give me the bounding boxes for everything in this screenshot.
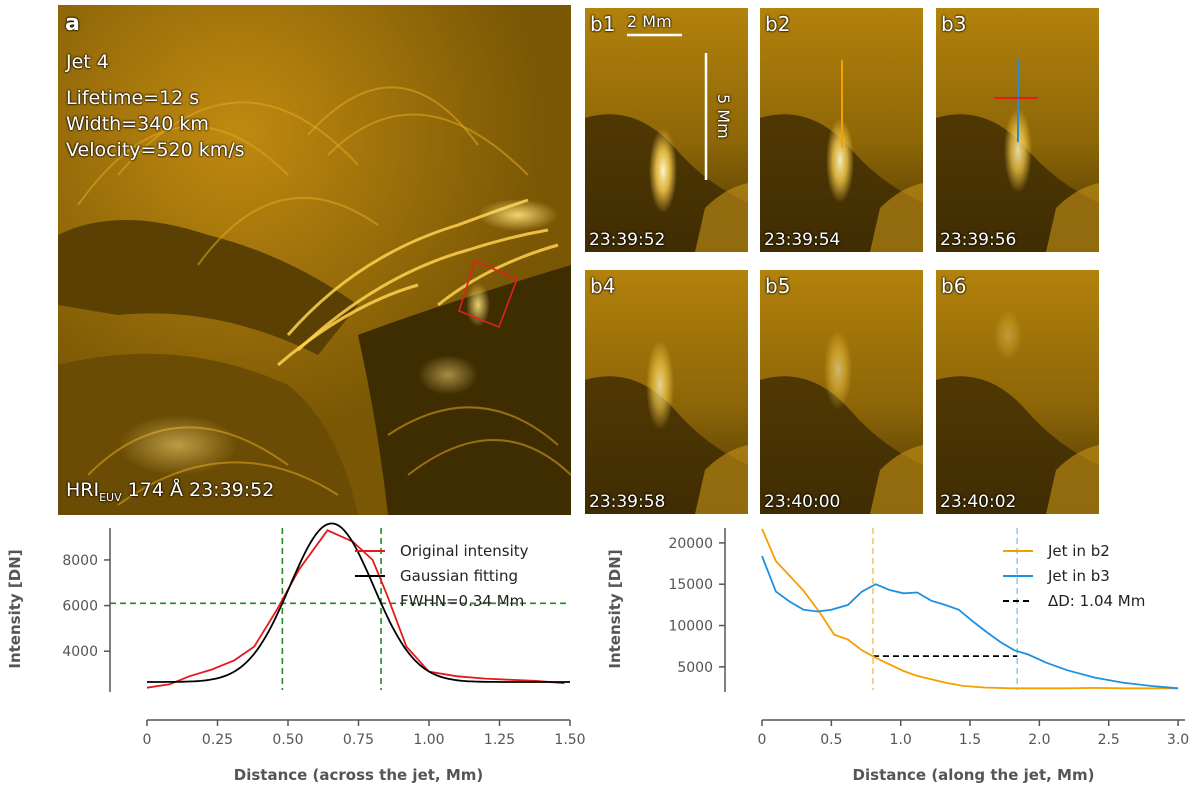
jet-name: Jet 4 [66, 51, 109, 73]
scale-label-vertical: 5 Mm [714, 94, 733, 139]
panel-label-b5: b5 [765, 274, 791, 298]
y-tick-label: 8000 [62, 553, 98, 569]
instrument-label: HRIEUV 174 Å 23:39:52 [66, 479, 274, 504]
y-axis-label: Intensity [DN] [606, 549, 624, 668]
panel-b1: b1 23:39:52 2 Mm 5 Mm [585, 8, 748, 252]
panel-b3: b3 23:39:56 [936, 8, 1099, 252]
x-tick-label: 0.25 [202, 732, 233, 748]
x-tick-label: 1.50 [554, 732, 585, 748]
panel-time-b1: 23:39:52 [589, 230, 666, 250]
y-tick-label: 15000 [668, 577, 713, 593]
y-tick-label: 10000 [668, 619, 713, 635]
y-tick-label: 5000 [677, 660, 713, 676]
panel-a-image: a Jet 4 Lifetime=12 s Width=340 km Veloc… [58, 5, 571, 515]
jet-image-b4 [585, 270, 748, 514]
x-tick-label: 1.00 [413, 732, 444, 748]
jet-lifetime: Lifetime=12 s [66, 87, 200, 109]
x-axis-label: Distance (along the jet, Mm) [853, 766, 1095, 784]
panel-time-b2: 23:39:54 [764, 230, 841, 250]
jet-image-b3 [936, 8, 1099, 252]
jet-image-b5 [760, 270, 923, 514]
panel-label-b6: b6 [941, 274, 967, 298]
series-line-0 [761, 528, 1179, 690]
jet-region-box [458, 259, 519, 329]
panel-b2: b2 23:39:54 [760, 8, 923, 252]
panel-b6: b6 23:40:02 [936, 270, 1099, 514]
x-tick-label: 3.0 [1167, 732, 1189, 748]
x-tick-label: 1.25 [484, 732, 515, 748]
chart-along-jet: 0 0.5 1.0 1.5 2.0 2.5 3.0 5000 10000 15000 20000 Di… [606, 528, 1189, 784]
jet-image-b2 [760, 8, 923, 252]
jet-image-b1 [585, 8, 748, 252]
x-tick-label: 2.5 [1098, 732, 1120, 748]
x-tick-label: 1.0 [890, 732, 912, 748]
panel-label-b4: b4 [590, 274, 616, 298]
panel-time-b5: 23:40:00 [764, 492, 841, 512]
jet-velocity: Velocity=520 km/s [66, 139, 245, 161]
y-tick-label: 4000 [62, 644, 98, 660]
x-tick-label: 0.50 [272, 732, 303, 748]
legend-label-0: Original intensity [400, 542, 529, 560]
legend-label-0: Jet in b2 [1047, 542, 1110, 560]
series-line-1 [761, 555, 1179, 690]
x-tick-label: 0.75 [343, 732, 374, 748]
panel-b5: b5 23:40:00 [760, 270, 923, 514]
panel-label-b1: b1 [590, 12, 616, 36]
solar-image-a [58, 5, 571, 515]
y-tick-label: 6000 [62, 599, 98, 615]
x-tick-label: 0.5 [820, 732, 842, 748]
instrument-name: HRI [66, 479, 100, 501]
y-axis-label: Intensity [DN] [6, 549, 24, 668]
x-tick-label: 1.5 [959, 732, 981, 748]
panel-b4: b4 23:39:58 [585, 270, 748, 514]
jet-width: Width=340 km [66, 113, 209, 135]
panel-time-b3: 23:39:56 [940, 230, 1017, 250]
legend-label-2: ΔD: 1.04 Mm [1048, 592, 1145, 610]
legend-label-2: FWHN=0.34 Mm [400, 592, 524, 610]
panel-letter-a: a [65, 11, 80, 36]
x-tick-label: 0 [143, 732, 152, 748]
panel-time-b4: 23:39:58 [589, 492, 666, 512]
y-tick-label: 20000 [668, 536, 713, 552]
legend-label-1: Jet in b3 [1047, 567, 1110, 585]
x-tick-label: 2.0 [1028, 732, 1050, 748]
panel-time-b6: 23:40:02 [940, 492, 1017, 512]
legend-label-1: Gaussian fitting [400, 567, 518, 585]
wavelength-time: 174 Å 23:39:52 [121, 479, 275, 501]
x-tick-label: 0 [758, 732, 767, 748]
instrument-subscript: EUV [99, 490, 122, 504]
panel-label-b2: b2 [765, 12, 791, 36]
chart-across-jet: 0 0.25 0.50 0.75 1.00 1.25 1.50 4000 6000 8000 Dis… [6, 522, 586, 784]
panel-label-b3: b3 [941, 12, 967, 36]
jet-image-b6 [936, 270, 1099, 514]
scale-label-horizontal: 2 Mm [627, 12, 672, 31]
series-line-1 [147, 522, 570, 683]
x-axis-label: Distance (across the jet, Mm) [234, 766, 484, 784]
